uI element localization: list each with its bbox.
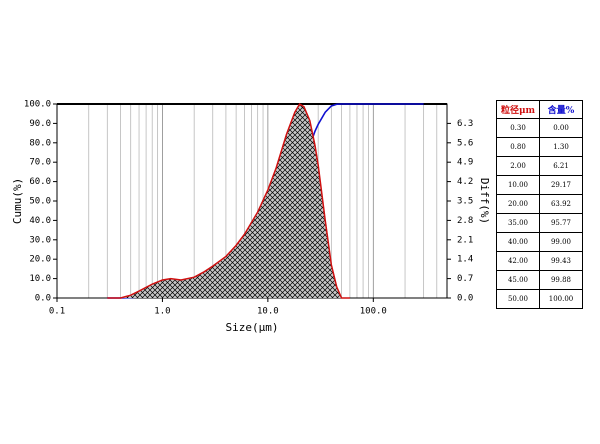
table-cell: 63.92 [539,194,583,214]
y2-tick-label: 3.5 [457,197,473,207]
size-table: 粒径μm 含量% 0.30 0.00 0.80 1.30 2.00 6.21 10.00 29.… [496,100,583,309]
table-cell: 40.00 [496,232,540,252]
y-tick-label: 0.0 [35,294,51,304]
table-cell: 99.43 [539,251,583,271]
y-tick-label: 40.0 [29,216,51,226]
table-cell: 1.30 [539,137,583,157]
y2-tick-label: 2.8 [457,216,473,226]
y2-tick-label: 0.7 [457,274,473,284]
y-tick-label: 20.0 [29,255,51,265]
table-cell: 35.00 [496,213,540,233]
y-tick-label: 80.0 [29,138,51,148]
table-cell: 0.00 [539,118,583,138]
y2-tick-label: 4.9 [457,158,473,168]
y2-tick-label: 5.6 [457,138,473,148]
table-cell: 99.88 [539,270,583,290]
x-tick-label: 10.0 [257,307,279,317]
table-cell: 100.00 [539,289,583,309]
y2-tick-label: 0.0 [457,294,473,304]
table-cell: 6.21 [539,156,583,176]
y-tick-label: 10.0 [29,274,51,284]
diff-line [107,102,350,299]
table-header: 含量% [539,100,583,119]
diff-area [107,104,350,298]
y-tick-label: 100.0 [24,100,51,110]
y-axis-title: Cumu(%) [11,178,24,224]
table-cell: 99.00 [539,232,583,252]
table-cell: 0.80 [496,137,540,157]
table-header: 粒径μm [496,100,540,119]
table-cell: 20.00 [496,194,540,214]
table-cell: 42.00 [496,251,540,271]
y-tick-label: 50.0 [29,197,51,207]
table-cell: 45.00 [496,270,540,290]
x-tick-label: 0.1 [49,307,65,317]
y2-axis-title: Diff(%) [478,178,490,224]
table-cell: 29.17 [539,175,583,195]
y-tick-label: 90.0 [29,119,51,129]
table-cell: 95.77 [539,213,583,233]
y2-tick-label: 2.1 [457,235,473,245]
table-cell: 2.00 [496,156,540,176]
y2-tick-label: 1.4 [457,255,473,265]
y-tick-label: 30.0 [29,235,51,245]
y2-tick-label: 6.3 [457,119,473,129]
table-cell: 0.30 [496,118,540,138]
table-cell: 10.00 [496,175,540,195]
y-tick-label: 60.0 [29,177,51,187]
chart: Cumu(%) Diff(%) Size(μm) 0.1 1.0 10.0 100.0… [11,100,491,335]
y2-tick-label: 4.2 [457,177,473,187]
y-tick-label: 70.0 [29,158,51,168]
x-tick-label: 1.0 [154,307,170,317]
table-cell: 50.00 [496,289,540,309]
x-tick-label: 100.0 [360,307,387,317]
x-axis-title: Size(μm) [226,321,279,334]
